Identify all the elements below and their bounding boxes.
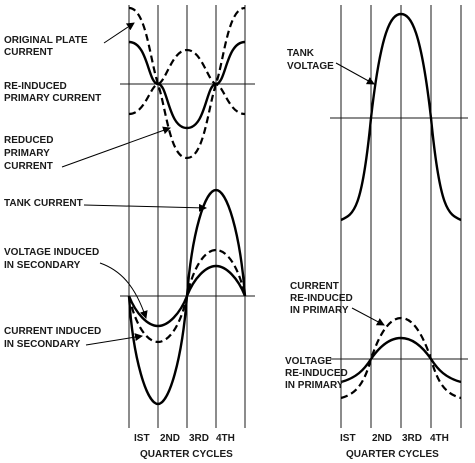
left-grid: [120, 5, 255, 428]
original-plate-current-curve: [128, 40, 246, 130]
left-tick-2nd: 2ND: [160, 433, 180, 444]
right-axis-title: QUARTER CYCLES: [346, 449, 439, 460]
current-induced-secondary-curve: [127, 248, 247, 344]
left-tick-1st: IST: [134, 433, 150, 444]
right-grid: [330, 5, 468, 428]
left-axis: IST 2ND 3RD 4TH QUARTER CYCLES: [134, 433, 235, 460]
reinduced-primary-current-curve: [128, 48, 246, 116]
label-reduced-primary-current: REDUCED PRIMARY CURRENT: [4, 135, 56, 172]
tank-voltage-curve: [340, 12, 462, 222]
label-current-induced-secondary: CURRENT INDUCED IN SECONDARY: [4, 326, 104, 350]
voltage-reinduced-primary-curve: [340, 336, 462, 384]
label-voltage-induced-secondary: VOLTAGE INDUCED IN SECONDARY: [4, 247, 102, 271]
right-tick-3rd: 3RD: [402, 433, 422, 444]
left-axis-title: QUARTER CYCLES: [140, 449, 233, 460]
label-reinduced-primary-current: RE-INDUCED PRIMARY CURRENT: [4, 81, 101, 104]
label-tank-current: TANK CURRENT: [4, 198, 83, 209]
current-reinduced-primary-curve: [340, 316, 462, 400]
left-tick-4th: 4TH: [216, 433, 235, 444]
right-axis: IST 2ND 3RD 4TH QUARTER CYCLES: [340, 433, 449, 460]
label-voltage-reinduced-primary: VOLTAGE RE-INDUCED IN PRIMARY: [285, 356, 351, 391]
left-tick-3rd: 3RD: [189, 433, 209, 444]
right-tick-1st: IST: [340, 433, 356, 444]
right-tick-4th: 4TH: [430, 433, 449, 444]
right-tick-2nd: 2ND: [372, 433, 392, 444]
label-tank-voltage: TANK VOLTAGE: [287, 48, 334, 72]
label-original-plate-current: ORIGINAL PLATE CURRENT: [4, 35, 90, 58]
reduced-primary-current-curve: [128, 6, 246, 160]
label-current-reinduced-primary: CURRENT RE-INDUCED IN PRIMARY: [290, 281, 356, 316]
